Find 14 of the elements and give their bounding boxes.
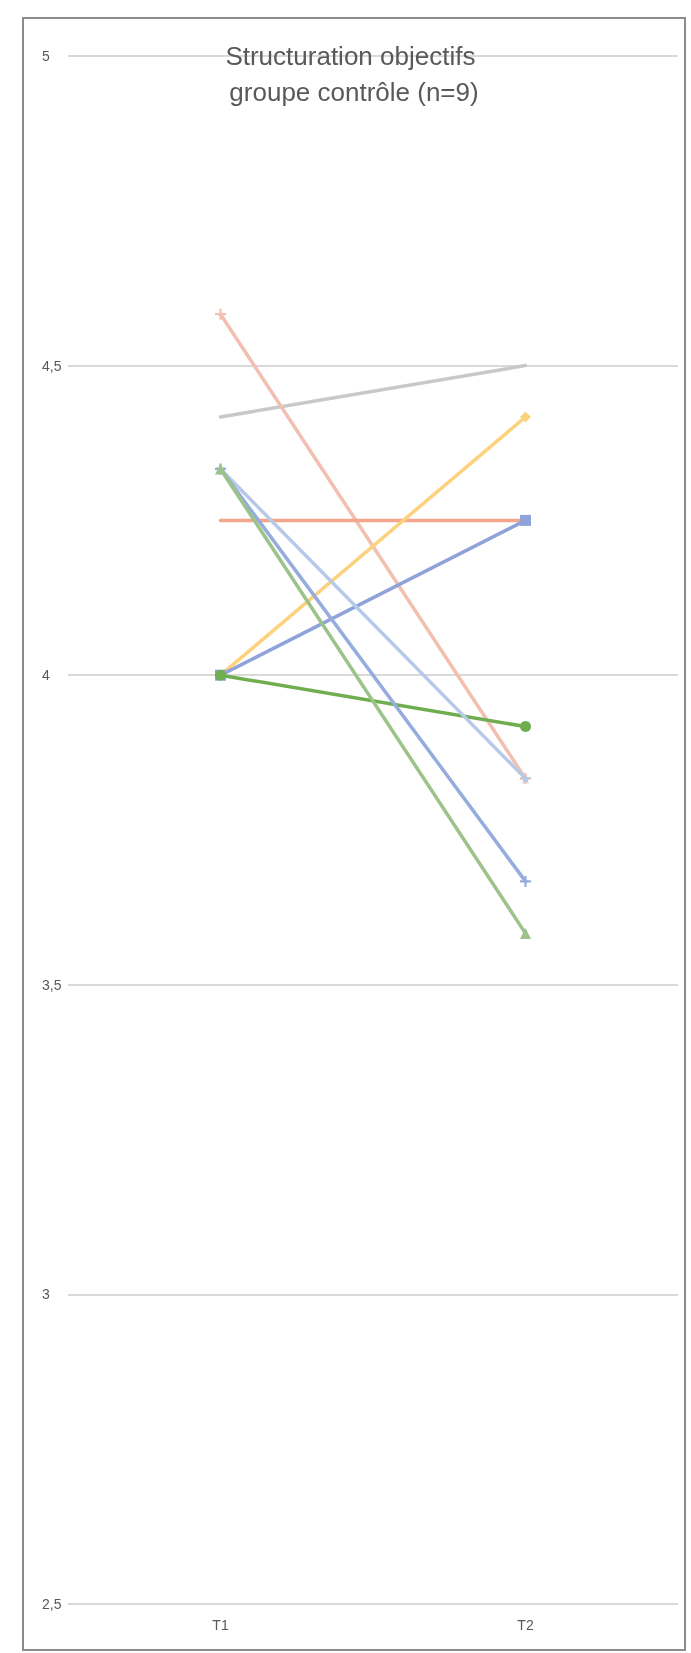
y-tick-label: 2,5 (42, 1596, 62, 1612)
x-tick-label: T1 (212, 1617, 229, 1633)
y-tick-label: 3 (42, 1286, 50, 1303)
y-tick-label: 5 (42, 48, 50, 64)
y-tick-label: 4 (42, 667, 50, 684)
point (215, 308, 226, 320)
x-tick-label: T2 (517, 1617, 534, 1633)
point (520, 514, 531, 526)
chart-title: Structuration objectifs groupe contrôle (n=9) (225, 41, 483, 107)
y-tick-label: 3,5 (42, 976, 62, 993)
y-tick-label: 4,5 (42, 357, 62, 374)
point (520, 875, 531, 887)
point (520, 721, 531, 733)
point (520, 411, 531, 423)
